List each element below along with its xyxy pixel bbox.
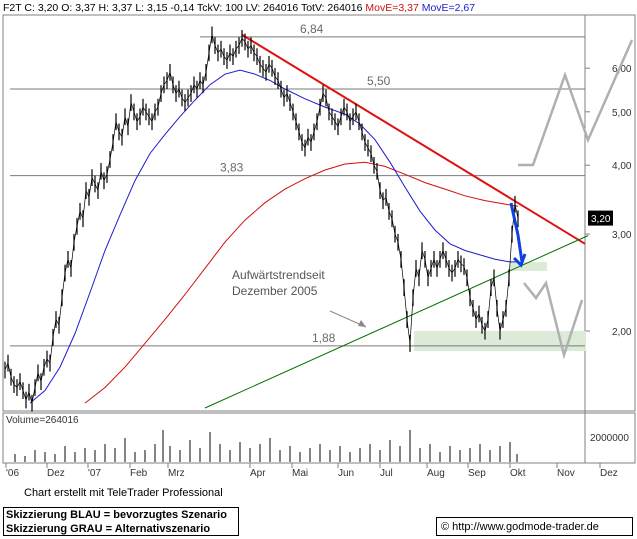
- horizontal-level-label: 6,84: [300, 22, 324, 36]
- legend-gray: Skizzierung GRAU = Alternativszenario: [6, 523, 211, 535]
- x-tick-label: '07: [88, 468, 101, 479]
- uptrend-line: [204, 235, 589, 409]
- target-zone: [510, 262, 547, 271]
- x-tick-label: Mrz: [168, 468, 185, 479]
- close-value: C: 3,20: [24, 2, 62, 14]
- volume-label: Volume=264016: [6, 415, 79, 426]
- x-tick-label: Feb: [130, 468, 148, 479]
- scenario-gray-down: [523, 279, 584, 360]
- price-tick-label: 3,00: [612, 230, 632, 241]
- change-value: -0,14: [170, 2, 198, 14]
- x-tick-label: Dez: [600, 468, 618, 479]
- x-tick-label: '06: [6, 468, 19, 479]
- scenario-blue-arrow: [509, 202, 524, 263]
- last-volume: LV: 264016: [245, 2, 301, 14]
- x-tick-label: Okt: [510, 468, 526, 479]
- move-blue-value: MovE=2,67: [421, 2, 476, 14]
- price-chart: 6,00 5,00 4,00 3,00 2,00 '06 Dez '07 Feb Mrz Apr Ma…: [2, 14, 636, 479]
- open-value: O: 3,37: [61, 2, 99, 14]
- source-link[interactable]: © http://www.godmode-trader.de: [436, 517, 633, 536]
- price-line: [4, 34, 519, 404]
- horizontal-level-label: 1,88: [312, 331, 336, 345]
- price-tick-label: 2,00: [612, 327, 632, 338]
- price-tick-label: 4,00: [612, 161, 632, 172]
- volume-tick-label: 2000000: [590, 433, 629, 444]
- scenario-blue-arrowhead: [512, 253, 527, 268]
- x-tick-label: Nov: [557, 468, 575, 479]
- horizontal-level-label: 3,83: [220, 161, 244, 175]
- scenario-legend: Skizzierung BLAU = bevorzugtes Szenario …: [3, 507, 239, 536]
- x-tick-label: Sep: [468, 468, 486, 479]
- last-price-label: 3,20: [591, 214, 611, 225]
- chart-header: F2T C: 3,20 O: 3,37 H: 3,37 L: 3,15 -0,1…: [3, 2, 475, 14]
- last-price-marker: [588, 210, 613, 226]
- x-tick-label: Dez: [47, 468, 65, 479]
- symbol: F2T: [3, 2, 25, 14]
- legend-blue: Skizzierung BLAU = bevorzugtes Szenario: [6, 509, 227, 521]
- price-tick-label: 6,00: [612, 64, 632, 75]
- x-tick-label: Mai: [292, 468, 308, 479]
- scenario-gray-up: [518, 39, 634, 167]
- moving-average-red: [84, 161, 519, 404]
- total-volume: TotV: 264016: [300, 2, 366, 14]
- tick-volume: TckV: 100: [197, 2, 246, 14]
- low-value: L: 3,15: [135, 2, 171, 14]
- x-tick-label: Jul: [380, 468, 393, 479]
- annotation-line2: Dezember 2005: [232, 284, 318, 298]
- horizontal-level-label: 5,50: [367, 74, 391, 88]
- volume-panel: [2, 412, 636, 464]
- annotation-line1: Aufwärtstrendseit: [232, 268, 325, 282]
- resistance-trendline: [241, 33, 586, 245]
- chart-credit: Chart erstellt mit TeleTrader Profession…: [24, 487, 223, 499]
- move-red-value: MovE=3,37: [365, 2, 422, 14]
- main-panel: [2, 14, 636, 412]
- annotation-arrowhead: [358, 320, 366, 327]
- x-tick-label: Jun: [338, 468, 354, 479]
- moving-average-blue: [29, 69, 518, 404]
- high-value: H: 3,37: [98, 2, 136, 14]
- price-tick-label: 5,00: [612, 108, 632, 119]
- x-tick-label: Apr: [250, 468, 266, 479]
- x-tick-label: Aug: [427, 468, 445, 479]
